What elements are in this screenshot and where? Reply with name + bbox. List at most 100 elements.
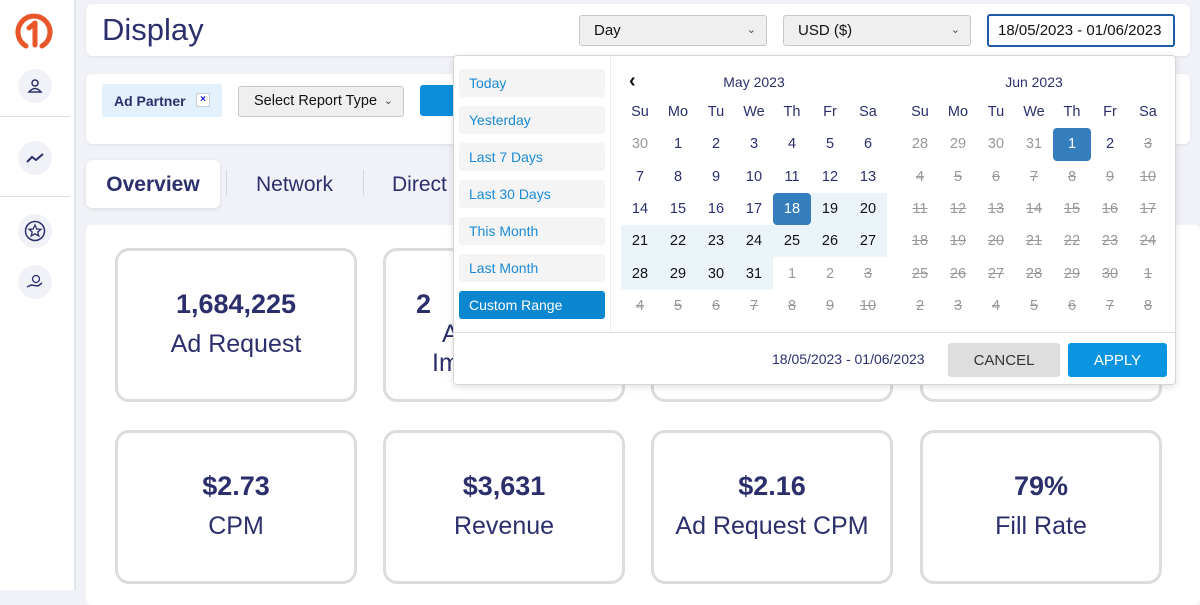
calendar-day: 15 [1063, 201, 1081, 218]
calendar-day[interactable]: 21 [621, 225, 659, 258]
calendar-day[interactable]: 31 [735, 257, 773, 290]
calendar-day[interactable]: 1 [787, 265, 797, 282]
calendar-day[interactable]: 1 [673, 136, 683, 153]
tab-direct[interactable]: Direct [392, 173, 447, 196]
tab-network[interactable]: Network [256, 173, 334, 196]
calendar-day[interactable]: 4 [787, 136, 797, 153]
currency-value: USD ($) [798, 22, 853, 39]
user-icon[interactable] [18, 69, 52, 103]
calendar-day[interactable]: 12 [821, 168, 839, 185]
calendar-day: 7 [1105, 297, 1115, 314]
stat-value: 2 [416, 289, 432, 319]
calendar-day[interactable]: 13 [859, 168, 877, 185]
analytics-icon[interactable] [18, 141, 52, 175]
calendar-day[interactable]: 2 [711, 136, 721, 153]
calendar-day[interactable]: 29 [949, 136, 967, 153]
weekday-label: We [1023, 104, 1045, 121]
calendar-day[interactable]: 9 [711, 168, 721, 185]
calendar-day[interactable]: 22 [659, 225, 697, 258]
close-icon[interactable]: × [196, 93, 210, 107]
calendar-day: 6 [711, 297, 721, 314]
range-today[interactable]: Today [459, 69, 605, 97]
calendar-day[interactable]: 7 [635, 168, 645, 185]
stat-value: $2.73 [202, 471, 270, 501]
calendar-day[interactable]: 25 [773, 225, 811, 258]
calendar-day[interactable]: 24 [735, 225, 773, 258]
calendar-day[interactable]: 29 [659, 257, 697, 290]
calendar-day[interactable]: 30 [697, 257, 735, 290]
chevron-down-icon: ⌄ [950, 24, 960, 36]
calendar-day[interactable]: 1 [1053, 128, 1091, 161]
calendar-day: 3 [863, 265, 873, 282]
report-type-select[interactable]: Select Report Type ⌄ [238, 86, 404, 117]
calendar-day: 4 [635, 297, 645, 314]
stat-card-revenue: $3,631 Revenue [383, 430, 625, 584]
logo-icon [15, 13, 53, 49]
revenue-hand-icon[interactable] [18, 265, 52, 299]
range-last-month[interactable]: Last Month [459, 254, 605, 282]
calendar-day[interactable]: 2 [1105, 136, 1115, 153]
month-title: May 2023 [723, 74, 785, 90]
calendar-day[interactable]: 3 [749, 136, 759, 153]
calendar-day: 4 [915, 168, 925, 185]
page-title: Display [102, 12, 204, 47]
stat-card-fill-rate: 79% Fill Rate [920, 430, 1162, 584]
calendar-day[interactable]: 20 [849, 192, 887, 226]
calendar-day[interactable]: 17 [745, 201, 763, 218]
calendar-day[interactable]: 6 [863, 136, 873, 153]
date-range-input[interactable]: 18/05/2023 - 01/06/2023 [987, 14, 1175, 47]
calendar-day[interactable]: 10 [745, 168, 763, 185]
calendar-day[interactable]: 11 [784, 168, 800, 185]
calendar-day: 9 [825, 297, 835, 314]
range-last-30-days[interactable]: Last 30 Days [459, 180, 605, 208]
granularity-select[interactable]: Day ⌄ [579, 15, 767, 46]
calendar-may: ‹ May 2023 Su Mo Tu We Th Fr Sa 30 1 2 3 4 5 6 7 8 9 10 11 12… [621, 68, 887, 322]
calendar-day[interactable]: 5 [825, 136, 835, 153]
calendar-day[interactable]: 18 [773, 192, 811, 226]
calendar-day: 13 [987, 201, 1005, 218]
range-this-month[interactable]: This Month [459, 217, 605, 245]
calendar-day[interactable]: 30 [987, 136, 1005, 153]
weekday-label: Th [783, 104, 801, 121]
calendar-day[interactable]: 16 [707, 201, 725, 218]
calendar-day[interactable]: 8 [673, 168, 683, 185]
apply-button[interactable]: APPLY [1068, 343, 1167, 377]
calendar-day[interactable]: 19 [811, 192, 849, 226]
calendar-day: 16 [1101, 201, 1119, 218]
calendar-day[interactable]: 27 [849, 225, 887, 258]
calendar-day[interactable]: 15 [669, 201, 687, 218]
stat-value: $3,631 [462, 471, 546, 501]
range-yesterday[interactable]: Yesterday [459, 106, 605, 134]
cancel-button[interactable]: CANCEL [948, 343, 1060, 377]
stat-label: CPM [208, 512, 264, 540]
star-icon[interactable] [18, 214, 52, 248]
chevron-left-icon[interactable]: ‹ [629, 70, 636, 92]
range-last-7-days[interactable]: Last 7 Days [459, 143, 605, 171]
weekday-label: Su [911, 104, 929, 121]
calendar-day[interactable]: 28 [911, 136, 929, 153]
calendar-day: 12 [949, 201, 967, 218]
stat-label: Fill Rate [995, 512, 1087, 540]
currency-select[interactable]: USD ($) ⌄ [783, 15, 971, 46]
tab-overview[interactable]: Overview [86, 160, 220, 208]
calendar-day[interactable]: 31 [1025, 136, 1043, 153]
calendar-day[interactable]: 2 [825, 265, 835, 282]
calendar-jun: Jun 2023 Su Mo Tu We Th Fr Sa 28 29 30 31 1 2 3 4 5 6 7 8 9 1… [901, 68, 1167, 322]
date-range-picker: Today Yesterday Last 7 Days Last 30 Days Thi… [453, 55, 1176, 385]
calendar-day[interactable]: 30 [631, 136, 649, 153]
calendar-day[interactable]: 28 [621, 257, 659, 290]
calendar-day: 28 [1025, 265, 1043, 282]
calendar-day[interactable]: 26 [811, 225, 849, 258]
calendar-day: 1 [1143, 265, 1153, 282]
calendar-day: 17 [1139, 201, 1157, 218]
report-type-value: Select Report Type [254, 93, 378, 109]
calendar-day[interactable]: 14 [631, 201, 649, 218]
sidebar-divider [0, 196, 70, 197]
calendar-day: 10 [1139, 168, 1157, 185]
weekday-label: Sa [859, 104, 877, 121]
calendar-day[interactable]: 23 [697, 225, 735, 258]
range-custom-range[interactable]: Custom Range [459, 291, 605, 319]
weekday-label: Su [631, 104, 649, 121]
calendar-day: 5 [1029, 297, 1039, 314]
sidebar [0, 0, 76, 590]
